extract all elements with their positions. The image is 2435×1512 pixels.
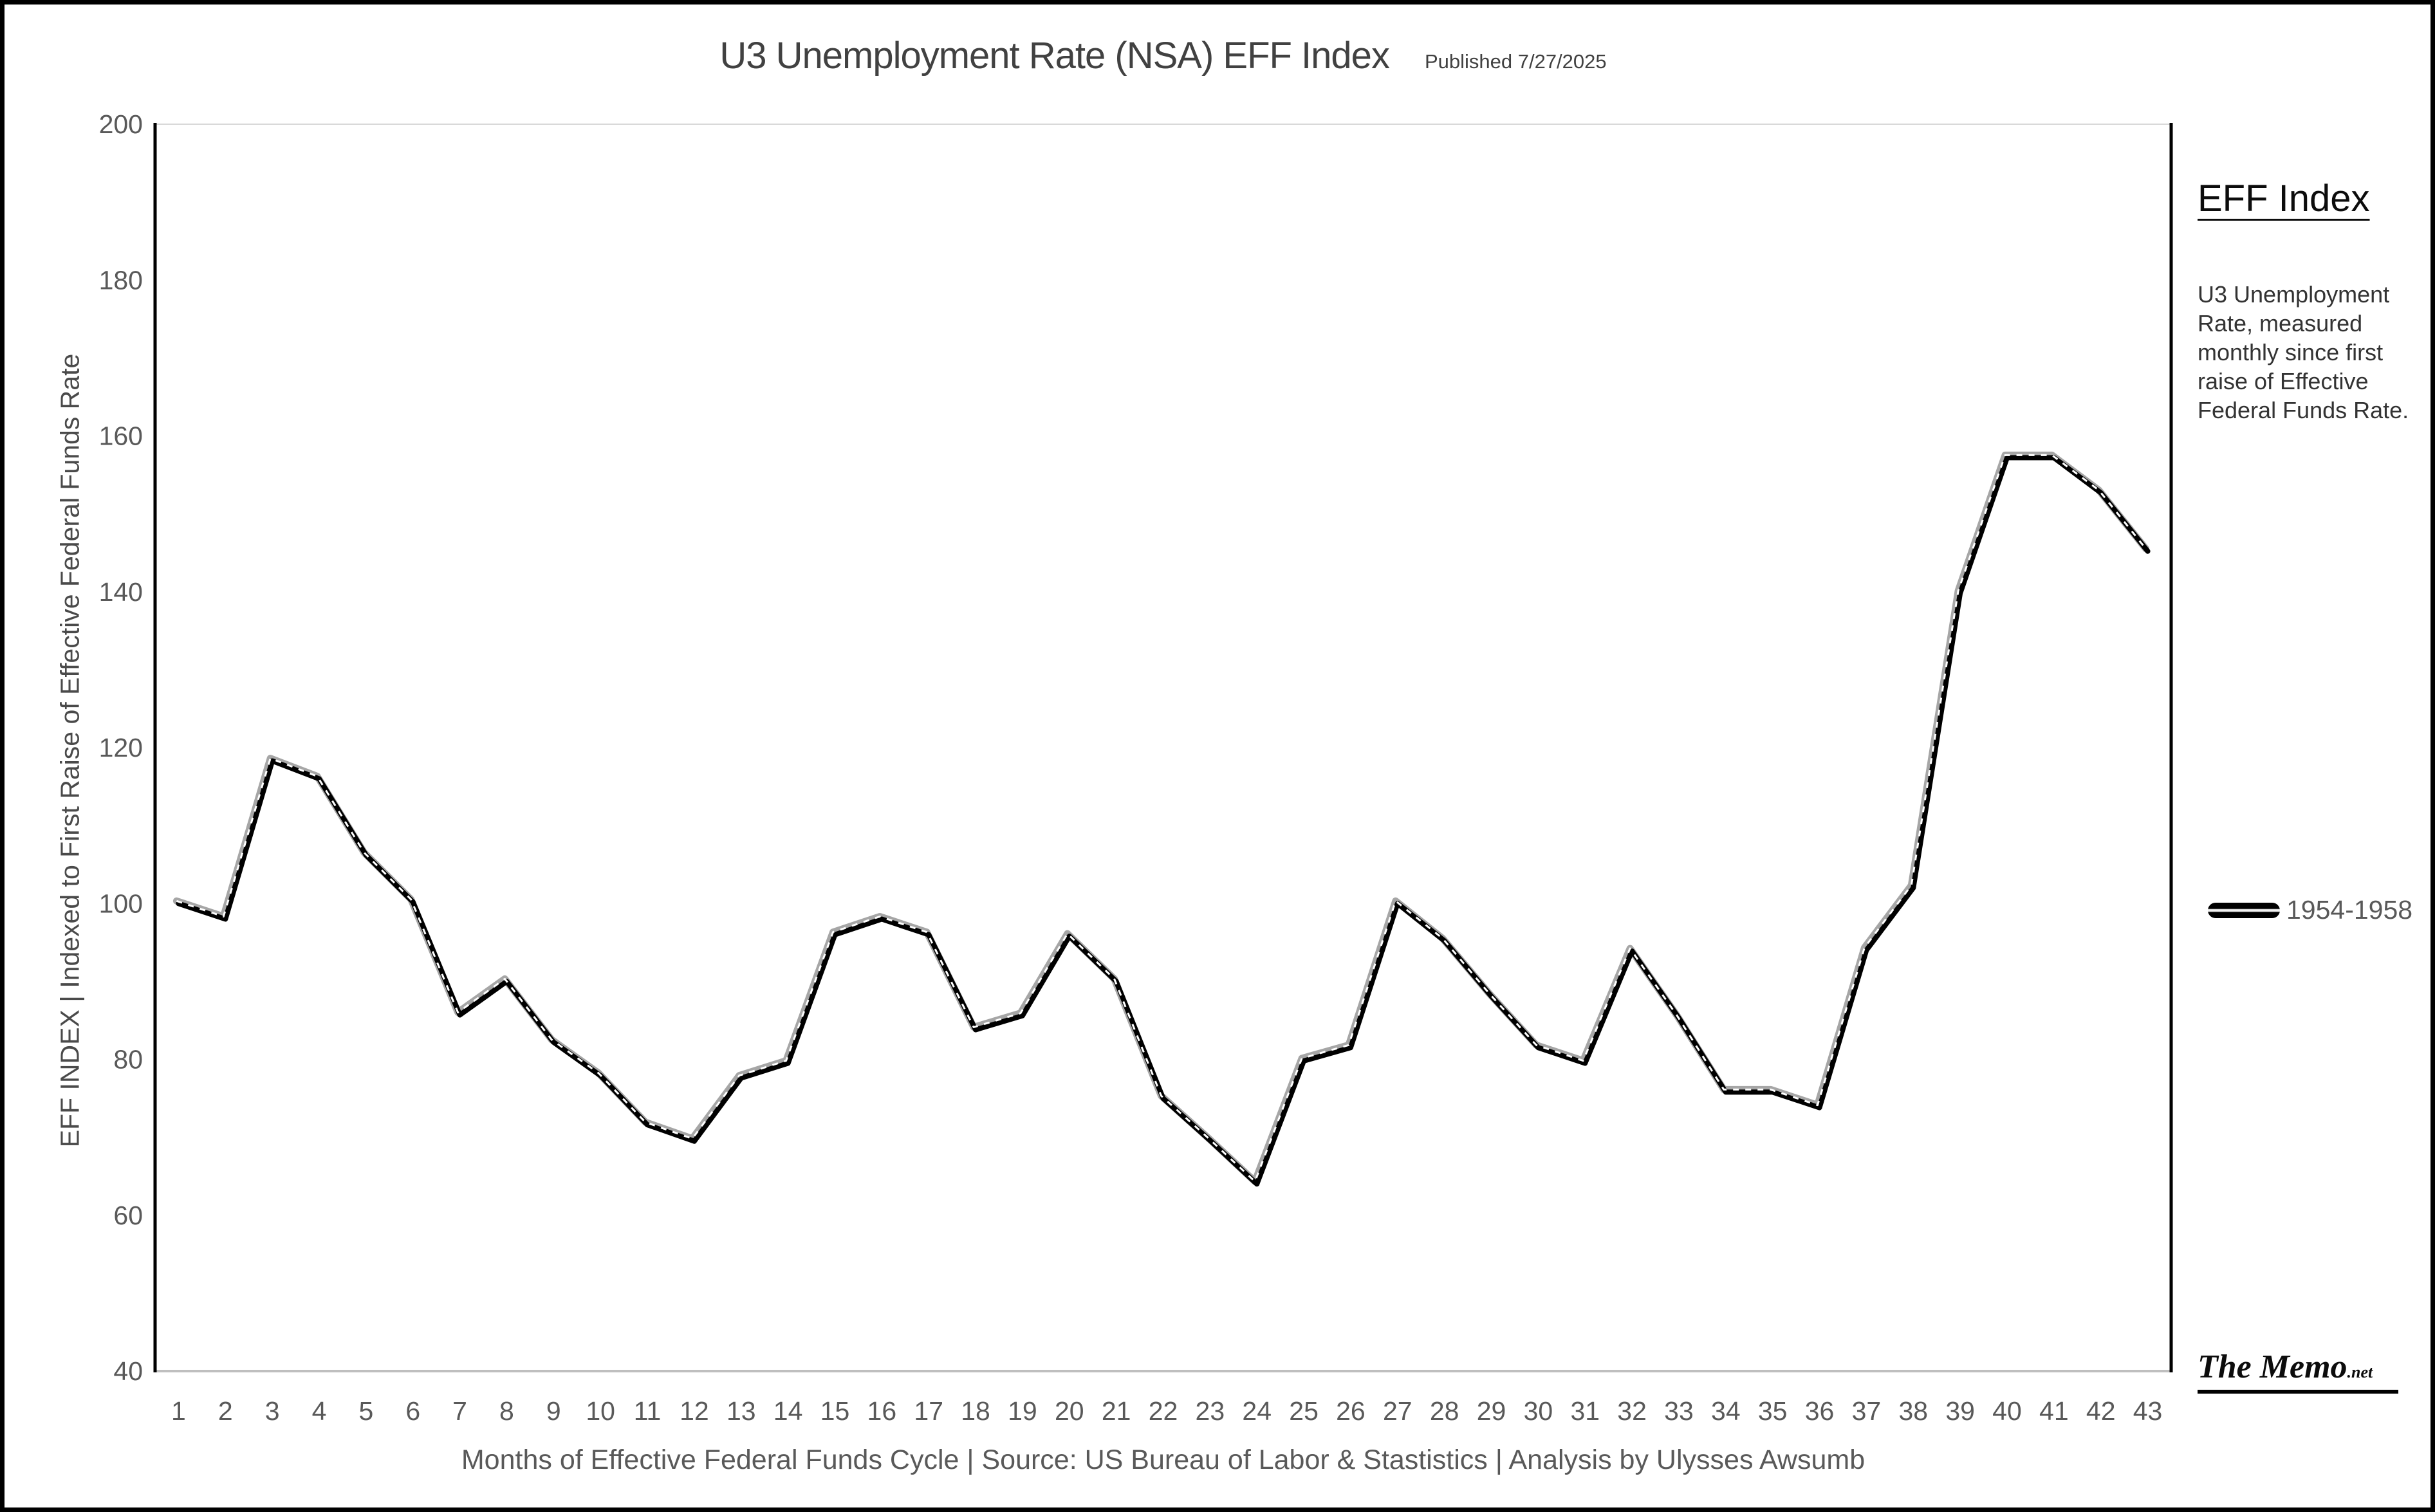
x-tick-label: 22 bbox=[1149, 1396, 1178, 1426]
x-tick-label: 13 bbox=[727, 1396, 756, 1426]
published-date: Published 7/27/2025 bbox=[1424, 50, 1607, 73]
x-tick-label: 6 bbox=[405, 1396, 420, 1426]
brand-tld: .net bbox=[2347, 1363, 2373, 1381]
legend: 1954-1958 bbox=[2208, 895, 2412, 925]
x-tick-label: 39 bbox=[1945, 1396, 1975, 1426]
x-axis-title: Months of Effective Federal Funds Cycle … bbox=[461, 1444, 1866, 1475]
x-tick-label: 15 bbox=[820, 1396, 850, 1426]
x-tick-label: 25 bbox=[1289, 1396, 1319, 1426]
x-tick-label: 37 bbox=[1852, 1396, 1882, 1426]
x-tick-label: 21 bbox=[1102, 1396, 1131, 1426]
x-tick-label: 17 bbox=[914, 1396, 943, 1426]
x-tick-label: 12 bbox=[680, 1396, 709, 1426]
series-line-1954-1958 bbox=[176, 455, 2151, 1187]
x-tick-label: 38 bbox=[1898, 1396, 1928, 1426]
legend-line-marker bbox=[2208, 902, 2280, 918]
y-tick-label: 180 bbox=[99, 265, 143, 295]
x-tick-label: 5 bbox=[358, 1396, 373, 1426]
x-tick-label: 31 bbox=[1570, 1396, 1600, 1426]
x-tick-label: 35 bbox=[1758, 1396, 1788, 1426]
x-tick-label: 20 bbox=[1055, 1396, 1084, 1426]
y-tick-label: 200 bbox=[99, 109, 143, 139]
x-tick-label: 40 bbox=[1992, 1396, 2022, 1426]
x-tick-label: 30 bbox=[1524, 1396, 1553, 1426]
legend-series-label: 1954-1958 bbox=[2286, 895, 2413, 925]
y-tick-label: 60 bbox=[113, 1201, 143, 1230]
y-tick-label: 40 bbox=[113, 1356, 143, 1386]
x-tick-label: 14 bbox=[773, 1396, 803, 1426]
chart-title: U3 Unemployment Rate (NSA) EFF Index bbox=[719, 35, 1390, 77]
x-tick-label: 23 bbox=[1196, 1396, 1225, 1426]
x-tick-label: 3 bbox=[265, 1396, 280, 1426]
x-tick-label: 34 bbox=[1711, 1396, 1741, 1426]
y-tick-label: 140 bbox=[99, 577, 143, 607]
x-tick-label: 43 bbox=[2133, 1396, 2163, 1426]
x-tick-label: 27 bbox=[1383, 1396, 1412, 1426]
side-panel-heading: EFF Index bbox=[2198, 178, 2370, 219]
side-panel-description: U3 Unemployment Rate, measured monthly s… bbox=[2198, 281, 2409, 423]
x-tick-label: 29 bbox=[1477, 1396, 1506, 1426]
x-tick-label: 8 bbox=[499, 1396, 514, 1426]
x-tick-label: 28 bbox=[1430, 1396, 1459, 1426]
series-line-highlight bbox=[176, 454, 2147, 1183]
y-tick-label: 120 bbox=[99, 733, 143, 762]
series-line-fringe bbox=[172, 451, 2150, 1185]
x-tick-label: 18 bbox=[961, 1396, 990, 1426]
brand-name: The Memo bbox=[2198, 1349, 2347, 1385]
x-tick-label: 19 bbox=[1008, 1396, 1037, 1426]
y-tick-label: 100 bbox=[99, 889, 143, 918]
x-tick-label: 1 bbox=[171, 1396, 186, 1426]
x-tick-label: 33 bbox=[1664, 1396, 1694, 1426]
x-tick-label: 11 bbox=[634, 1396, 662, 1426]
x-tick-label: 16 bbox=[867, 1396, 897, 1426]
x-tick-label: 4 bbox=[312, 1396, 327, 1426]
x-tick-label: 42 bbox=[2086, 1396, 2116, 1426]
x-tick-label: 10 bbox=[586, 1396, 615, 1426]
x-tick-label: 32 bbox=[1617, 1396, 1647, 1426]
plot-frame bbox=[154, 124, 2172, 1372]
title-row: U3 Unemployment Rate (NSA) EFF Index Pub… bbox=[155, 34, 2171, 77]
x-tick-label: 36 bbox=[1805, 1396, 1835, 1426]
x-tick-label: 7 bbox=[452, 1396, 467, 1426]
y-tick-label: 160 bbox=[99, 421, 143, 451]
x-tick-label: 2 bbox=[218, 1396, 233, 1426]
y-tick-label: 80 bbox=[113, 1045, 143, 1074]
brand-logo: The Memo.net bbox=[2198, 1348, 2398, 1394]
x-tick-label: 26 bbox=[1336, 1396, 1366, 1426]
x-tick-label: 41 bbox=[2039, 1396, 2069, 1426]
x-tick-label: 9 bbox=[546, 1396, 561, 1426]
x-tick-label: 24 bbox=[1242, 1396, 1272, 1426]
